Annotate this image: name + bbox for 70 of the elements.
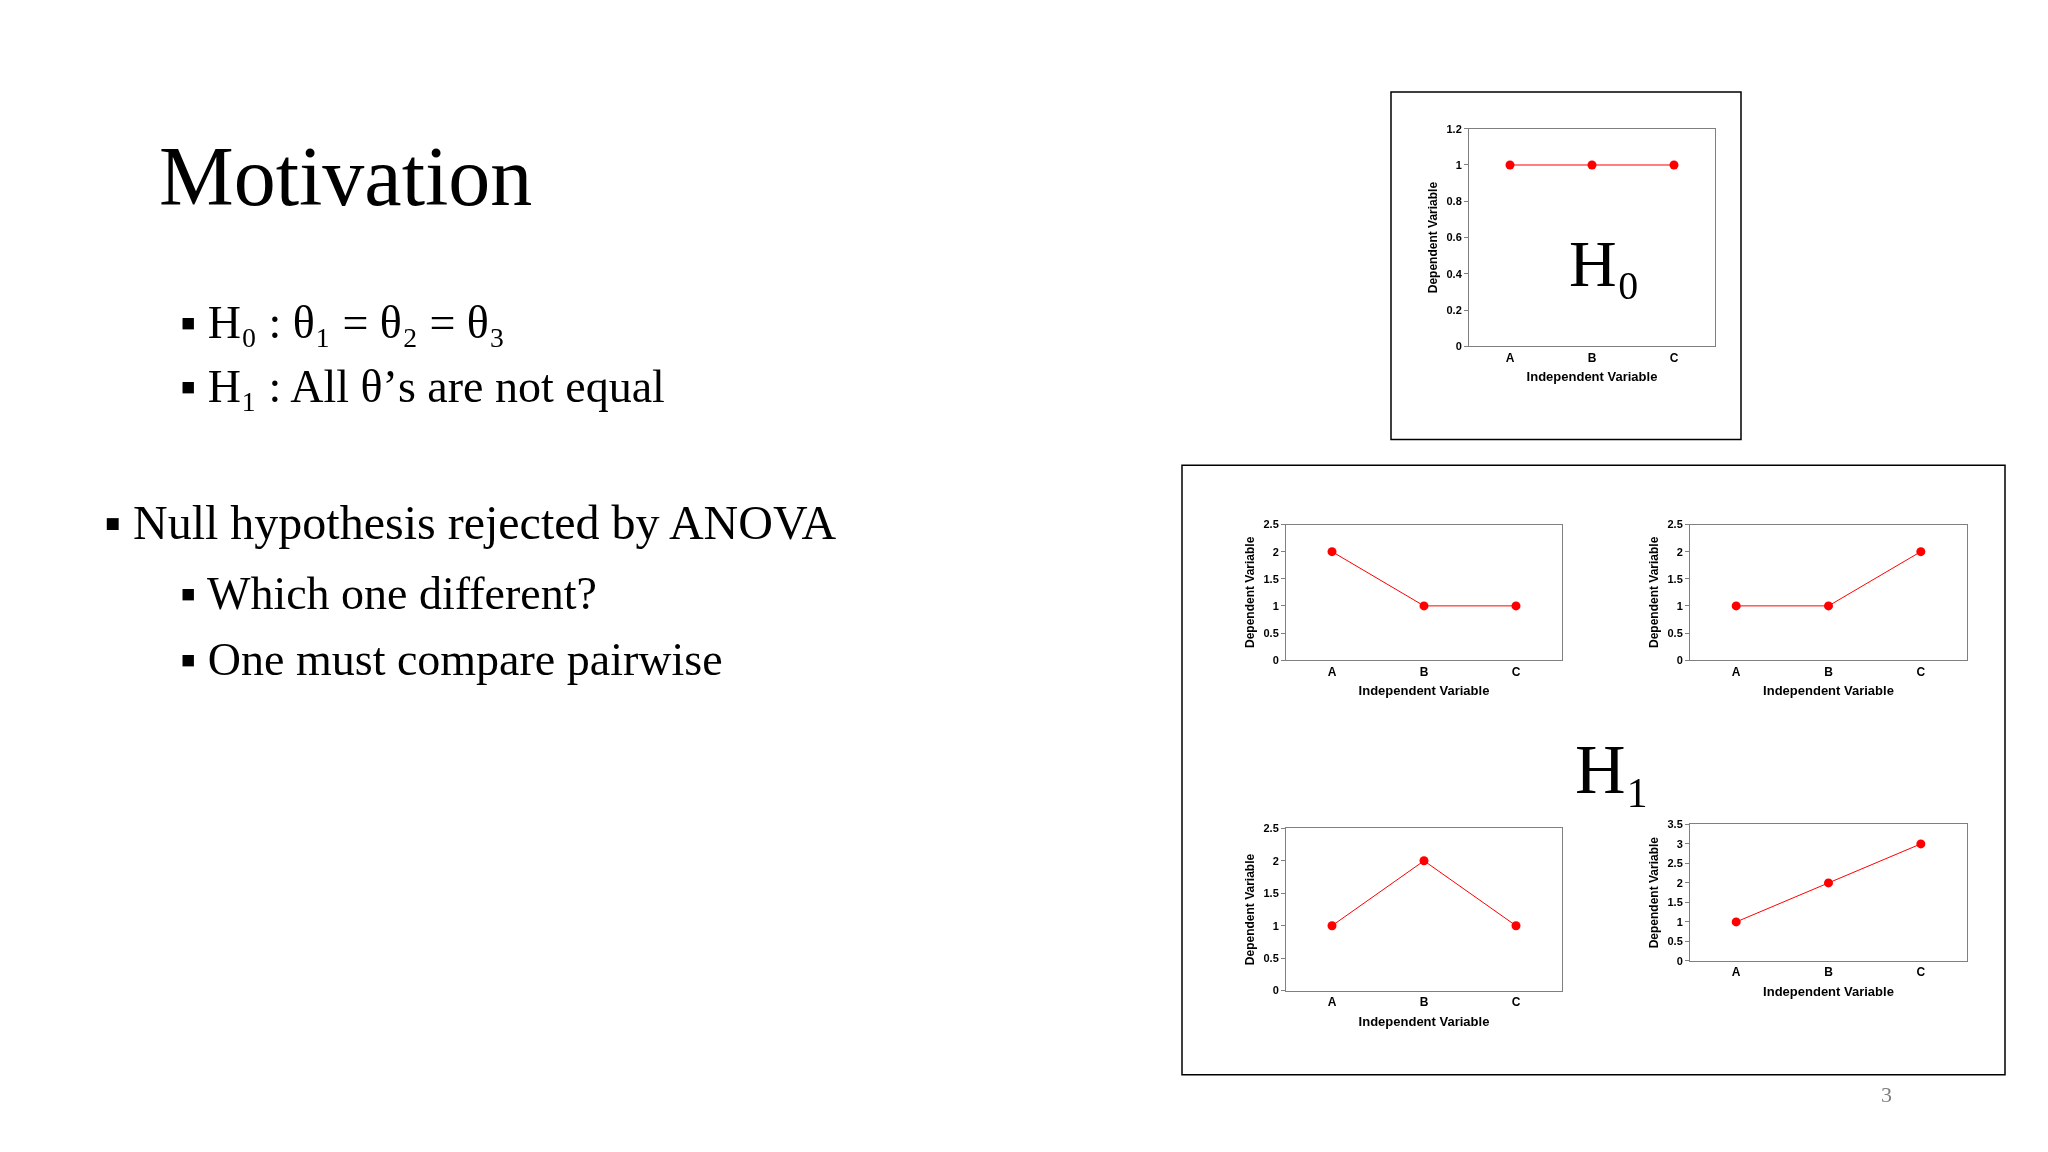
- x-tick-label: C: [1511, 995, 1521, 1010]
- x-axis-title: Independent Variable: [1526, 369, 1658, 385]
- y-tick-label: 2.5: [1263, 822, 1279, 835]
- x-tick-label: A: [1731, 664, 1741, 679]
- y-axis-title: Dependent Variable: [1242, 536, 1257, 649]
- x-tick-label: A: [1731, 965, 1741, 980]
- y-tick-label: 2.5: [1667, 857, 1683, 870]
- y-tick-label: 1.5: [1667, 896, 1683, 909]
- y-tick-label: 1: [1455, 158, 1462, 171]
- y-tick-label: 0.4: [1446, 267, 1463, 280]
- y-axis-title: Dependent Variable: [1646, 836, 1661, 949]
- y-tick-label: 0: [1272, 653, 1279, 666]
- y-tick-label: 0.5: [1263, 952, 1279, 965]
- y-tick-label: 1: [1676, 599, 1683, 612]
- x-tick-label: C: [1669, 350, 1679, 365]
- x-axis-title: Independent Variable: [1763, 683, 1894, 699]
- point: [1731, 917, 1741, 927]
- y-tick-label: 2: [1676, 876, 1683, 889]
- text: 3: [1881, 1082, 1892, 1107]
- x-tick-label: C: [1916, 965, 1926, 980]
- y-tick-label: 1: [1272, 919, 1279, 932]
- y-tick-label: 1.5: [1263, 572, 1279, 585]
- y-tick-label: 1: [1272, 599, 1279, 612]
- y-tick-label: 2.5: [1263, 518, 1279, 531]
- y-tick-label: 1.2: [1446, 122, 1462, 135]
- x-tick-label: B: [1824, 664, 1834, 679]
- point: [1824, 878, 1833, 888]
- y-tick-label: 0.5: [1667, 626, 1683, 639]
- y-tick-label: 0: [1676, 653, 1683, 666]
- y-tick-label: 2: [1676, 545, 1683, 558]
- y-tick-label: 1.5: [1263, 887, 1279, 900]
- y-tick-label: 2: [1272, 854, 1279, 867]
- y-tick-label: 0: [1455, 340, 1462, 353]
- y-tick-label: 0.5: [1667, 935, 1683, 948]
- x-tick-label: C: [1511, 664, 1521, 679]
- y-tick-label: 2: [1272, 545, 1279, 558]
- y-axis-title: Dependent Variable: [1646, 536, 1661, 649]
- y-tick-label: 3.5: [1667, 818, 1683, 831]
- x-tick-label: A: [1327, 664, 1337, 679]
- text: ▪ Which one different?: [180, 568, 597, 619]
- x-tick-label: B: [1419, 664, 1429, 679]
- x-tick-label: A: [1505, 350, 1515, 365]
- y-axis-title: Dependent Variable: [1242, 853, 1257, 966]
- y-tick-label: 0.8: [1446, 195, 1462, 208]
- y-tick-label: 0.5: [1263, 626, 1279, 639]
- text: H₁: [1575, 731, 1650, 808]
- x-axis-title: Independent Variable: [1358, 1013, 1490, 1029]
- text: ▪ Null hypothesis rejected by ANOVA: [104, 496, 837, 549]
- x-axis-title: Independent Variable: [1358, 683, 1490, 699]
- text: Motivation: [159, 130, 533, 223]
- y-tick-label: 0: [1676, 954, 1683, 967]
- x-tick-label: B: [1587, 350, 1597, 365]
- y-tick-label: 3: [1676, 837, 1683, 850]
- text: ▪ H₁ : All θ’s are not equal: [180, 361, 665, 412]
- text: ▪ One must compare pairwise: [180, 634, 723, 685]
- y-tick-label: 0: [1272, 984, 1279, 997]
- annotation: H₀: [1569, 227, 1640, 300]
- x-tick-label: B: [1419, 995, 1429, 1010]
- text: ▪ H₀ : θ₁ = θ₂ = θ₃: [180, 297, 505, 348]
- point: [1916, 839, 1926, 849]
- y-tick-label: 1.5: [1667, 572, 1683, 585]
- y-axis-title: Dependent Variable: [1425, 181, 1440, 294]
- x-tick-label: C: [1916, 664, 1926, 679]
- x-tick-label: A: [1327, 995, 1337, 1010]
- y-tick-label: 0.2: [1446, 303, 1462, 316]
- y-tick-label: 2.5: [1667, 518, 1683, 531]
- y-tick-label: 1: [1676, 915, 1683, 928]
- x-tick-label: B: [1824, 965, 1834, 980]
- y-tick-label: 0.6: [1446, 231, 1462, 244]
- x-axis-title: Independent Variable: [1763, 983, 1894, 999]
